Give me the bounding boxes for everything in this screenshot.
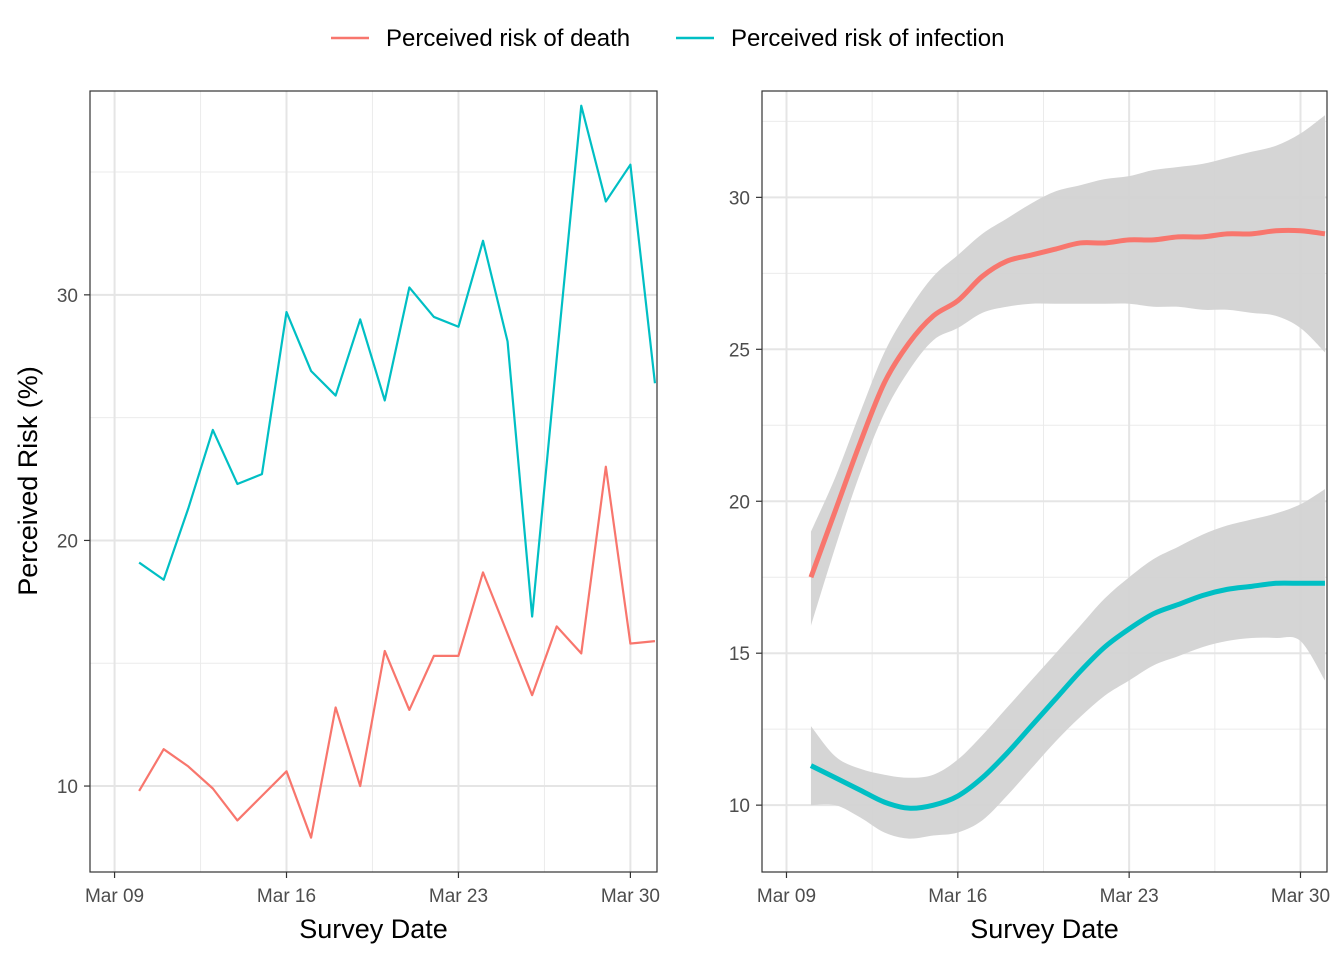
right-y-tick-label: 25 <box>729 340 750 361</box>
left-gridlines <box>90 91 657 872</box>
right-x-tick-label: Mar 23 <box>1100 886 1159 907</box>
right-y-tick-label: 30 <box>729 188 750 209</box>
left-x-tick-label: Mar 23 <box>429 886 488 907</box>
right-y-tick-label: 20 <box>729 492 750 513</box>
right-y-tick-label: 15 <box>729 644 750 665</box>
legend: Perceived risk of death Perceived risk o… <box>331 25 1004 52</box>
right-x-tick-label: Mar 16 <box>928 886 987 907</box>
right-y-tick-label: 10 <box>729 796 750 817</box>
left-x-tick-label: Mar 09 <box>85 886 144 907</box>
right-axis-ticks: Mar 09 Mar 16 Mar 23 Mar 30 10 15 20 25 30 <box>729 188 1330 907</box>
right-panel-border <box>761 90 1328 873</box>
left-x-tick-label: Mar 30 <box>601 886 660 907</box>
legend-label-infection: Perceived risk of infection <box>731 25 1004 52</box>
left-y-axis-title: Perceived Risk (%) <box>13 366 43 596</box>
left-series <box>138 104 657 839</box>
right-confidence-band-infection <box>810 489 1325 839</box>
panel-right-smoothed: Mar 09 Mar 16 Mar 23 Mar 30 10 15 20 25 30 Surve… <box>729 90 1330 944</box>
left-line-infection <box>138 104 657 618</box>
right-confidence-band-death <box>810 115 1325 626</box>
right-x-tick-label: Mar 09 <box>757 886 816 907</box>
left-y-tick-label: 20 <box>57 531 78 552</box>
left-y-tick-label: 30 <box>57 286 78 307</box>
right-line-death <box>808 227 1326 579</box>
left-line-death <box>138 465 656 839</box>
right-x-tick-label: Mar 30 <box>1271 886 1330 907</box>
left-x-axis-title: Survey Date <box>299 914 448 944</box>
legend-label-death: Perceived risk of death <box>386 25 630 52</box>
left-y-tick-label: 10 <box>57 777 78 798</box>
left-x-tick-label: Mar 16 <box>257 886 316 907</box>
left-panel-border <box>89 90 658 873</box>
right-line-infection <box>809 580 1325 811</box>
panel-left-raw-lines: Mar 09 Mar 16 Mar 23 Mar 30 10 20 30 Survey Da… <box>13 90 660 944</box>
right-x-axis-title: Survey Date <box>970 914 1119 944</box>
right-series <box>808 115 1326 839</box>
left-panel-background <box>90 91 657 872</box>
left-axis-ticks: Mar 09 Mar 16 Mar 23 Mar 30 10 20 30 <box>57 286 660 907</box>
